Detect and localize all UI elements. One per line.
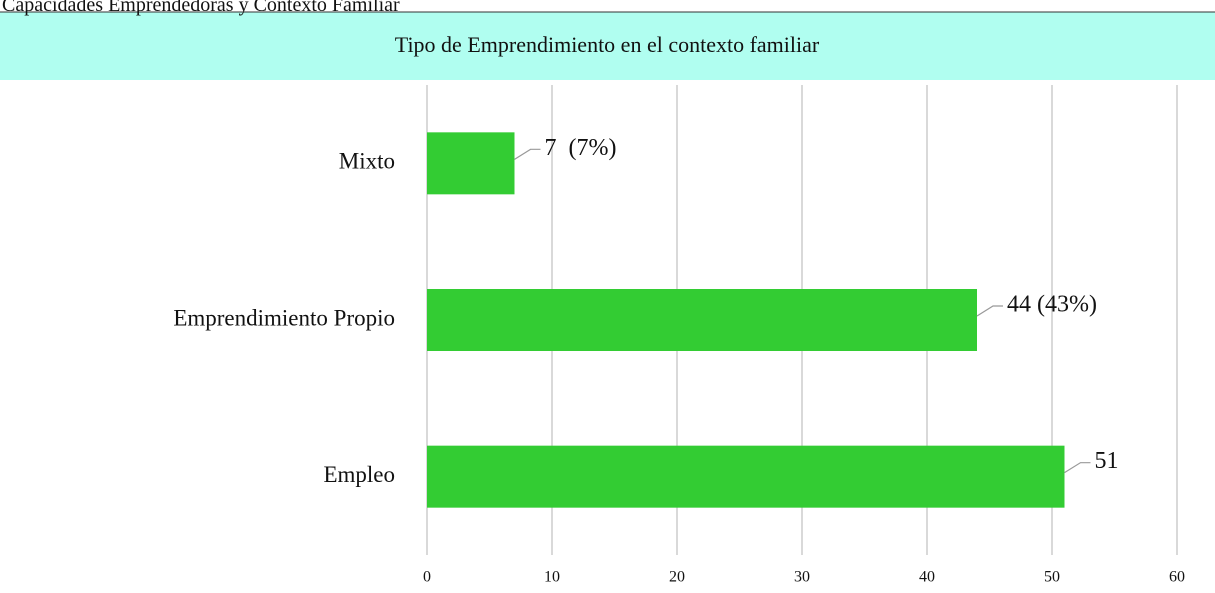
- leader-line: [1064, 462, 1091, 474]
- x-tick-label: 30: [794, 569, 810, 586]
- data-label: 44 (43%): [1007, 292, 1097, 318]
- y-tick-label: Empleo: [323, 462, 395, 487]
- leader-line: [514, 148, 541, 160]
- x-tick-label: 50: [1044, 569, 1060, 586]
- y-tick-label: Emprendimiento Propio: [173, 305, 395, 330]
- data-label: 7 (7%): [545, 135, 617, 161]
- x-tick-label: 10: [544, 569, 560, 586]
- data-label: 51: [1095, 448, 1119, 474]
- chart-title: Tipo de Emprendimiento en el contexto fa…: [395, 32, 820, 57]
- caption: Capacidades Emprendedoras y Contexto Fam…: [2, 0, 400, 16]
- x-tick-label: 60: [1169, 569, 1185, 586]
- x-tick-label: 40: [919, 569, 935, 586]
- bar: [427, 289, 977, 351]
- bar: [427, 132, 515, 195]
- title-band: [0, 12, 1215, 80]
- x-tick-label: 0: [423, 569, 431, 586]
- bar: [427, 445, 1065, 508]
- leader-line: [976, 305, 1003, 317]
- x-tick-label: 20: [669, 569, 685, 586]
- y-tick-label: Mixto: [339, 149, 395, 174]
